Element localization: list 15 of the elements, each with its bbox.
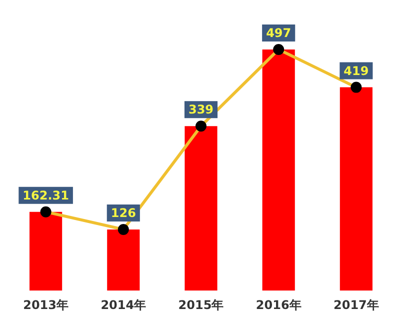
data-label: 497 bbox=[266, 26, 292, 40]
data-label: 419 bbox=[344, 64, 369, 78]
bar bbox=[184, 126, 218, 291]
x-tick-label: 2016年 bbox=[256, 298, 302, 312]
data-label: 126 bbox=[110, 206, 136, 220]
x-tick-label: 2014年 bbox=[100, 298, 146, 312]
x-tick-label: 2015年 bbox=[178, 298, 224, 312]
bar bbox=[340, 87, 372, 291]
bar bbox=[262, 49, 295, 291]
bar bbox=[30, 212, 62, 291]
x-tick-label: 2017年 bbox=[333, 298, 379, 312]
bar bbox=[107, 229, 140, 291]
x-tick-label: 2013年 bbox=[23, 298, 69, 312]
data-label: 339 bbox=[188, 102, 214, 117]
data-label: 162.31 bbox=[22, 188, 69, 202]
